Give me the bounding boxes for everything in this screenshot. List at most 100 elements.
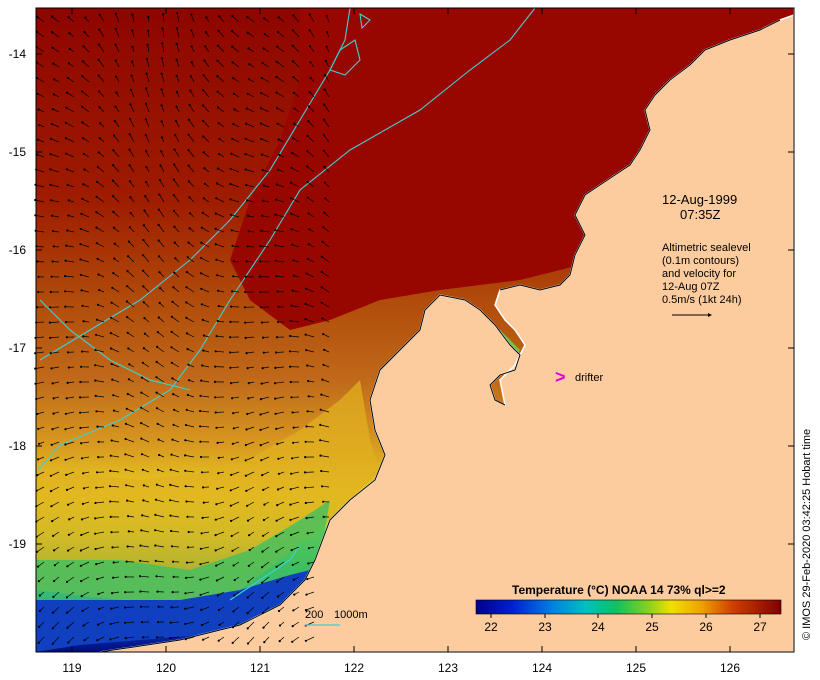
velocity-arrow <box>186 501 195 503</box>
velocity-arrow <box>277 501 285 506</box>
velocity-arrow-head <box>202 638 205 641</box>
velocity-arrow-head <box>145 87 148 90</box>
velocity-arrow-head <box>260 153 263 156</box>
velocity-arrow-head <box>214 549 217 552</box>
velocity-arrow-head <box>64 443 67 446</box>
velocity-arrow-head <box>277 472 281 475</box>
lat-tick-label: -18 <box>9 439 27 453</box>
velocity-arrow-head <box>38 594 42 597</box>
velocity-arrow <box>52 621 60 629</box>
velocity-arrow <box>232 15 240 23</box>
velocity-arrow-head <box>49 490 53 493</box>
velocity-arrow-head <box>216 75 219 78</box>
velocity-arrow-head <box>155 391 158 394</box>
velocity-arrow <box>307 120 315 128</box>
velocity-arrow <box>174 226 180 233</box>
velocity-arrow-head <box>275 198 278 201</box>
velocity-arrow-head <box>171 591 174 594</box>
velocity-arrow <box>66 576 75 583</box>
velocity-arrow <box>305 486 315 489</box>
velocity-arrow-head <box>81 105 84 108</box>
velocity-arrow <box>145 103 150 113</box>
velocity-arrow-head <box>261 214 264 217</box>
velocity-arrow-head <box>170 315 173 318</box>
velocity-arrow-head <box>82 45 85 48</box>
velocity-arrow <box>50 184 60 188</box>
velocity-arrow-head <box>112 164 115 167</box>
velocity-arrow <box>202 365 210 368</box>
velocity-arrow <box>80 411 90 414</box>
velocity-arrow <box>95 531 105 535</box>
velocity-arrow-head <box>324 74 327 77</box>
velocity-arrow-head <box>124 591 127 594</box>
velocity-arrow-head <box>79 380 82 384</box>
velocity-arrow <box>66 107 75 113</box>
velocity-arrow <box>185 455 195 458</box>
velocity-arrow-head <box>304 440 307 443</box>
velocity-arrow-head <box>309 61 312 64</box>
velocity-arrow <box>95 395 105 398</box>
velocity-arrow-head <box>188 103 191 107</box>
credit-text: © IMOS 29-Feb-2020 03:42:25 Hobart time <box>801 429 813 640</box>
velocity-arrow-head <box>248 63 251 66</box>
velocity-arrow-head <box>259 122 262 125</box>
velocity-arrow <box>305 303 315 308</box>
velocity-arrow <box>200 591 210 596</box>
velocity-arrow <box>186 409 195 413</box>
velocity-arrow-head <box>66 611 69 614</box>
velocity-arrow-head <box>187 546 190 549</box>
velocity-arrow <box>189 104 195 113</box>
velocity-arrow-head <box>263 17 266 20</box>
velocity-arrow-head <box>158 271 161 274</box>
velocity-arrow <box>230 183 240 188</box>
velocity-arrow-head <box>309 76 312 79</box>
velocity-arrow <box>98 90 105 98</box>
velocity-arrow-head <box>290 549 293 552</box>
velocity-arrow-head <box>128 180 131 183</box>
velocity-arrow-head <box>291 457 294 460</box>
velocity-arrow <box>176 43 180 53</box>
velocity-arrow-head <box>38 442 41 445</box>
legend-line: Altimetric sealevel <box>662 242 751 254</box>
velocity-arrow-head <box>229 366 232 369</box>
velocity-arrow <box>36 31 45 38</box>
colorbar-tick-label: 23 <box>538 620 552 634</box>
velocity-arrow-head <box>172 286 175 289</box>
velocity-arrow <box>230 168 240 173</box>
velocity-arrow-head <box>323 348 326 351</box>
velocity-arrow-head <box>306 578 309 581</box>
velocity-arrow-head <box>126 499 129 502</box>
velocity-arrow-head <box>64 428 67 431</box>
velocity-arrow-head <box>155 483 158 486</box>
velocity-arrow-head <box>64 290 67 293</box>
velocity-arrow-head <box>307 212 310 215</box>
velocity-arrow <box>215 546 225 551</box>
velocity-arrow-head <box>304 609 308 612</box>
velocity-arrow-head <box>81 609 84 613</box>
velocity-arrow <box>156 361 165 368</box>
velocity-arrow-head <box>80 212 83 215</box>
velocity-arrow <box>144 210 150 218</box>
velocity-arrow-head <box>140 529 143 532</box>
velocity-arrow-head <box>231 45 234 48</box>
velocity-arrow <box>52 606 60 613</box>
velocity-arrow <box>275 396 285 399</box>
velocity-arrow-head <box>275 519 278 522</box>
velocity-arrow-head <box>112 149 115 152</box>
lon-tick-label: 125 <box>626 661 646 675</box>
velocity-arrow <box>190 14 195 23</box>
velocity-arrow <box>201 242 210 248</box>
velocity-arrow <box>156 392 165 398</box>
velocity-arrow <box>322 485 330 488</box>
velocity-arrow <box>217 168 225 173</box>
velocity-arrow-head <box>140 391 143 394</box>
velocity-arrow-head <box>97 440 100 443</box>
legend-line: (0.1m contours) <box>662 255 739 267</box>
velocity-arrow <box>35 351 45 354</box>
velocity-arrow-head <box>262 518 265 522</box>
velocity-arrow <box>186 286 195 293</box>
plot-area <box>34 7 795 653</box>
velocity-arrow-head <box>112 134 116 137</box>
velocity-arrow <box>140 591 150 593</box>
velocity-arrow-head <box>231 641 234 645</box>
